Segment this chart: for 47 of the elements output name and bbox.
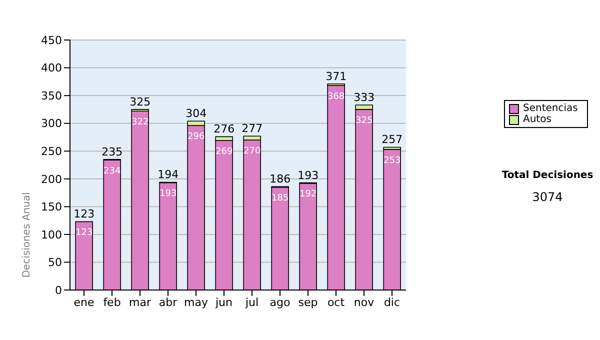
total-label: 193 bbox=[298, 168, 319, 182]
y-tick-label: 250 bbox=[41, 145, 62, 158]
data-label: 123 bbox=[76, 228, 93, 238]
x-tick-label: jul bbox=[244, 296, 259, 309]
x-tick-label: oct bbox=[327, 296, 346, 309]
text: 3074 bbox=[531, 190, 564, 204]
x-tick-label: may bbox=[184, 296, 208, 309]
y-tick-label: 50 bbox=[48, 256, 62, 270]
x-tick-label: ene bbox=[74, 296, 94, 309]
y-tick-label: 150 bbox=[41, 200, 62, 214]
x-tick-label: abr bbox=[158, 296, 178, 309]
x-tick-label: ago bbox=[270, 296, 290, 309]
data-label: 193 bbox=[160, 189, 177, 200]
y-tick-label: 0 bbox=[55, 284, 62, 297]
x-tick-label: sep bbox=[298, 296, 318, 309]
total-label: 194 bbox=[158, 168, 179, 182]
total-label: 276 bbox=[214, 122, 235, 136]
y-tick-label: 400 bbox=[41, 62, 62, 75]
legend-label: Sentencias bbox=[523, 103, 578, 114]
y-tick-label: 450 bbox=[41, 34, 62, 47]
y-tick-label: 300 bbox=[41, 117, 62, 130]
y-axis-title: Decisiones Anual bbox=[22, 192, 33, 278]
total-label: 333 bbox=[354, 91, 375, 104]
x-tick-label: jun bbox=[214, 296, 233, 309]
data-label: 192 bbox=[300, 190, 317, 200]
total-label: 123 bbox=[74, 208, 95, 221]
y-tick-label: 200 bbox=[41, 172, 62, 186]
total-label: 257 bbox=[382, 133, 403, 146]
total-label: 371 bbox=[326, 70, 347, 83]
legend-label: Autos bbox=[523, 114, 552, 125]
total-label: 277 bbox=[242, 122, 263, 136]
text: Total Decisiones bbox=[500, 170, 594, 181]
x-tick-label: dic bbox=[384, 296, 400, 309]
total-label: 235 bbox=[102, 145, 123, 158]
data-label: 322 bbox=[132, 118, 149, 128]
total-label: 186 bbox=[270, 172, 291, 186]
x-tick-label: feb bbox=[103, 296, 121, 309]
data-label: 269 bbox=[216, 146, 233, 157]
x-tick-label: mar bbox=[129, 296, 152, 309]
total-label: 325 bbox=[130, 95, 151, 108]
y-tick-label: 350 bbox=[41, 89, 62, 102]
x-tick-label: nov bbox=[354, 296, 375, 309]
data-label: 325 bbox=[356, 116, 373, 126]
total-label: 304 bbox=[186, 107, 207, 120]
data-label: 185 bbox=[272, 194, 289, 204]
data-label: 253 bbox=[384, 156, 401, 166]
y-tick-label: 100 bbox=[41, 228, 62, 242]
